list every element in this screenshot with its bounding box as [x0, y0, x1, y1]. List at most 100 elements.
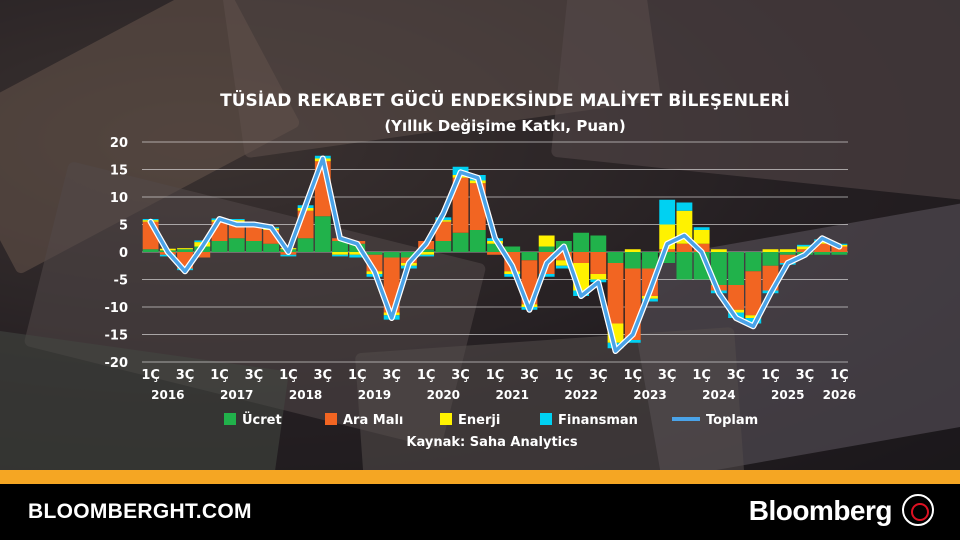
- year-label: 2019: [358, 388, 391, 402]
- legend-label-ucret: Ücret: [242, 412, 282, 428]
- chart-title: TÜSİAD REKABET GÜCÜ ENDEKSİNDE MALİYET B…: [220, 89, 790, 111]
- source-note: Kaynak: Saha Analytics: [406, 435, 577, 450]
- year-label: 2026: [823, 388, 856, 402]
- bar-ara_mali: [779, 254, 796, 263]
- x-tick-label: 3Ç: [451, 368, 470, 383]
- bar-ara_mali: [487, 252, 503, 255]
- x-tick-label: 1Ç: [141, 368, 160, 383]
- x-tick-label: 3Ç: [727, 368, 746, 383]
- bar-ucret: [452, 232, 469, 252]
- bar-ucret: [762, 252, 779, 266]
- bloomberg-ht-emblem-icon: [902, 494, 934, 526]
- bar-ara_mali: [745, 271, 762, 316]
- bar-ara_mali: [573, 252, 590, 263]
- x-tick-label: 1Ç: [417, 368, 436, 383]
- bar-finansman: [693, 227, 710, 230]
- x-tick-label: 3Ç: [658, 368, 677, 383]
- year-label: 2022: [564, 388, 597, 402]
- bar-ucret: [642, 252, 658, 269]
- x-tick-label: 1Ç: [555, 368, 574, 383]
- bar-finansman: [538, 274, 555, 277]
- bar-ara_mali: [676, 243, 693, 252]
- bar-ucret: [177, 249, 193, 252]
- bar-ara_mali: [555, 252, 572, 261]
- x-tick-label: 3Ç: [245, 368, 264, 383]
- bar-enerji: [177, 248, 193, 250]
- x-tick-label: 1Ç: [486, 368, 505, 383]
- bar-ucret: [383, 252, 400, 258]
- bar-finansman: [659, 199, 676, 225]
- bar-ara_mali: [797, 249, 813, 252]
- bar-enerji: [590, 274, 607, 280]
- x-tick-label: 1Ç: [692, 368, 711, 383]
- bar-ucret: [487, 243, 503, 252]
- y-tick-label: 0: [119, 246, 128, 261]
- bar-ara_mali: [814, 243, 831, 252]
- site-url[interactable]: BLOOMBERGHT.COM: [28, 500, 252, 523]
- bar-enerji: [779, 249, 796, 252]
- x-tick-label: 3Ç: [382, 368, 401, 383]
- year-label: 2024: [702, 388, 735, 402]
- bar-enerji: [797, 246, 813, 250]
- bar-ucret: [418, 249, 435, 252]
- bar-finansman: [797, 244, 813, 247]
- legend: Ücret Ara Malı Enerji Finansman Toplam: [224, 412, 758, 428]
- toplam-line-path: [148, 156, 842, 353]
- bar-ucret: [435, 241, 452, 252]
- year-label: 2025: [771, 388, 804, 402]
- bar-ucret: [831, 252, 848, 255]
- year-label: 2017: [220, 388, 253, 402]
- bar-finansman: [349, 254, 366, 258]
- bar-finansman: [332, 254, 348, 257]
- year-label: 2018: [289, 388, 322, 402]
- bar-enerji: [745, 315, 762, 318]
- bar-ucret: [814, 252, 831, 255]
- y-tick-label: -5: [114, 274, 128, 289]
- y-tick-label: 20: [110, 136, 128, 151]
- bar-ucret: [263, 243, 280, 252]
- bar-finansman: [280, 254, 297, 257]
- legend-swatch-finansman: [540, 413, 552, 425]
- bar-enerji: [538, 235, 555, 247]
- bar-ucret: [400, 252, 417, 258]
- bar-ucret: [538, 246, 555, 252]
- bar-ara_mali: [435, 221, 452, 241]
- x-tick-label: 1Ç: [830, 368, 849, 383]
- legend-swatch-enerji: [440, 413, 452, 425]
- year-label: 2016: [151, 388, 184, 402]
- y-tick-label: -10: [105, 301, 129, 316]
- bar-ucret: [332, 241, 348, 252]
- brand-logo-text: Bloomberg: [748, 495, 893, 526]
- accent-strip: [0, 470, 960, 484]
- bar-ara_mali: [194, 252, 211, 258]
- x-axis: 1Ç 3Ç 1Ç 3Ç 1Ç 3Ç 1Ç 3Ç 1Ç 3Ç 1Ç 3Ç 1Ç 3Ç 1Ç 3Ç 1Ç 3Ç 1Ç 3Ç…: [141, 368, 848, 383]
- x-tick-label: 3Ç: [176, 368, 195, 383]
- bar-enerji: [332, 252, 348, 255]
- legend-label-finansman: Finansman: [558, 413, 638, 428]
- toplam-line: [147, 155, 843, 354]
- bar-ucret: [779, 252, 796, 255]
- footer: BLOOMBERGHT.COM Bloomberg: [0, 484, 960, 540]
- bar-ucret: [624, 252, 641, 269]
- bar-ucret: [659, 252, 676, 263]
- y-tick-label: 15: [110, 164, 128, 179]
- y-axis: 20 15 10 5 0 -5 -10 -15 -20: [105, 136, 129, 371]
- bar-enerji: [762, 249, 779, 252]
- x-tick-label: 1Ç: [210, 368, 229, 383]
- chart-subtitle: (Yıllık Değişime Katkı, Puan): [384, 117, 625, 135]
- x-tick-label: 1Ç: [623, 368, 642, 383]
- legend-swatch-ara-mali: [325, 413, 337, 425]
- bar-finansman: [642, 298, 658, 302]
- bar-ara_mali: [246, 227, 262, 241]
- bar-enerji: [710, 249, 727, 252]
- bar-ucret: [607, 252, 624, 263]
- bar-ucret: [211, 241, 228, 252]
- bar-ara_mali: [590, 252, 607, 274]
- y-tick-label: 10: [110, 191, 128, 206]
- y-tick-label: -20: [105, 356, 129, 371]
- bar-ucret: [728, 252, 744, 285]
- legend-swatch-ucret: [224, 413, 236, 425]
- bar-ucret: [142, 249, 159, 252]
- legend-label-toplam: Toplam: [706, 413, 758, 428]
- bar-finansman: [624, 340, 641, 343]
